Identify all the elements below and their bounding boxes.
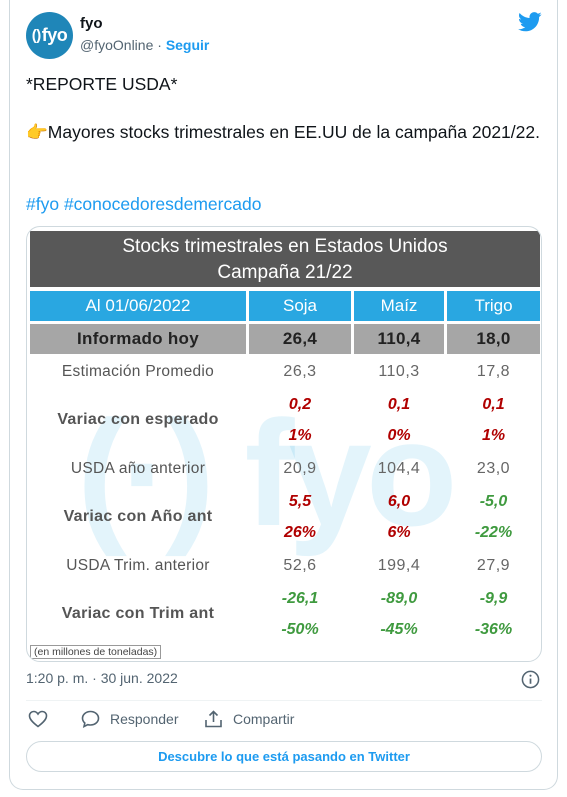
- row-label-anio-anterior: USDA año anterior: [70, 460, 206, 477]
- account-handle-line: @fyoOnline · Seguir: [80, 37, 209, 53]
- informado-soja: 26,4: [249, 324, 351, 354]
- avatar[interactable]: () fyo: [26, 12, 73, 59]
- tweet-image[interactable]: (·) fyo Stocks trimestrales en Estados U…: [26, 226, 542, 662]
- var-trim-pct-maiz: -45%: [380, 621, 418, 638]
- trim-anterior-soja: 52,6: [283, 557, 317, 574]
- account-handle[interactable]: @fyoOnline: [80, 37, 154, 53]
- separator: ·: [157, 37, 162, 53]
- logo-mark: (): [31, 27, 42, 44]
- tweet-hashtags: #fyo #conocedoresdemercado: [26, 192, 261, 216]
- var-esperado-abs-maiz: 0,1: [387, 396, 411, 413]
- twitter-bird-icon[interactable]: [518, 12, 542, 32]
- table-footnote: (en millones de toneladas): [30, 645, 162, 659]
- var-anio-abs-soja: 5,5: [288, 493, 312, 510]
- header-soja: Soja: [249, 291, 351, 321]
- comment-icon: [81, 710, 100, 728]
- var-esperado-abs-soja: 0,2: [288, 396, 312, 413]
- var-esperado-pct-trigo: 1%: [481, 427, 506, 444]
- row-label-trim-anterior: USDA Trim. anterior: [66, 557, 210, 574]
- var-trim-abs-trigo: -9,9: [479, 590, 508, 607]
- var-anio-abs-trigo: -5,0: [479, 493, 508, 510]
- trim-anterior-trigo: 27,9: [476, 557, 511, 574]
- reply-button[interactable]: Responder: [81, 710, 179, 728]
- anio-anterior-soja: 20,9: [283, 460, 317, 477]
- header-trigo: Trigo: [447, 291, 540, 321]
- header-maiz: Maíz: [354, 291, 444, 321]
- like-button[interactable]: [28, 710, 58, 728]
- row-label-informado: Informado hoy: [30, 324, 246, 354]
- point-right-emoji: 👉: [26, 122, 48, 142]
- info-icon[interactable]: [521, 670, 540, 689]
- share-button[interactable]: Compartir: [204, 710, 294, 728]
- var-anio-abs-maiz: 6,0: [387, 493, 411, 510]
- var-trim-abs-soja: -26,1: [281, 590, 319, 607]
- anio-anterior-trigo: 23,0: [476, 460, 511, 477]
- header-date: Al 01/06/2022: [30, 291, 246, 321]
- heart-icon: [28, 710, 48, 728]
- informado-trigo: 18,0: [447, 324, 540, 354]
- tweet-line-2: 👉Mayores stocks trimestrales en EE.UU de…: [26, 120, 546, 144]
- estimacion-maiz: 110,3: [378, 363, 420, 380]
- var-esperado-pct-soja: 1%: [288, 427, 312, 444]
- share-icon: [205, 710, 222, 728]
- table-title-line-2: Campaña 21/22: [217, 262, 353, 283]
- var-trim-pct-trigo: -36%: [474, 621, 513, 638]
- var-esperado-abs-trigo: 0,1: [482, 396, 505, 413]
- discover-button[interactable]: Descubre lo que está pasando en Twitter: [26, 741, 542, 772]
- divider: [26, 700, 542, 701]
- table-title: Stocks trimestrales en Estados Unidos Ca…: [30, 231, 540, 287]
- follow-button[interactable]: Seguir: [165, 37, 210, 53]
- tweet-line-2-text: Mayores stocks trimestrales en EE.UU de …: [47, 122, 540, 142]
- hashtag-fyo[interactable]: #fyo: [26, 194, 60, 214]
- tweet-timestamp[interactable]: 1:20 p. m. · 30 jun. 2022: [26, 670, 178, 686]
- row-label-estimacion: Estimación Promedio: [61, 363, 215, 380]
- informado-maiz: 110,4: [354, 324, 444, 354]
- trim-anterior-maiz: 199,4: [377, 557, 421, 574]
- var-anio-pct-trigo: -22%: [474, 524, 513, 541]
- reply-label: Responder: [110, 711, 179, 727]
- share-label: Compartir: [233, 711, 295, 727]
- var-anio-pct-maiz: 6%: [387, 524, 411, 541]
- var-anio-pct-soja: 26%: [283, 524, 317, 541]
- tweet-line-1: *REPORTE USDA*: [26, 74, 178, 94]
- var-trim-pct-soja: -50%: [281, 621, 319, 638]
- table-title-line-1: Stocks trimestrales en Estados Unidos: [122, 236, 448, 257]
- account-name[interactable]: fyo: [80, 15, 103, 32]
- row-label-var-anio: Variac con Año ant: [63, 508, 213, 525]
- anio-anterior-maiz: 104,4: [377, 460, 421, 477]
- var-trim-abs-maiz: -89,0: [380, 590, 418, 607]
- estimacion-soja: 26,3: [283, 363, 317, 380]
- row-label-var-trim: Variac con Trim ant: [61, 605, 215, 622]
- hashtag-conocedoresdemercado[interactable]: #conocedoresdemercado: [63, 194, 262, 214]
- var-esperado-pct-maiz: 0%: [387, 427, 411, 444]
- row-label-var-esperado: Variac con esperado: [57, 411, 219, 428]
- estimacion-trigo: 17,8: [476, 363, 511, 380]
